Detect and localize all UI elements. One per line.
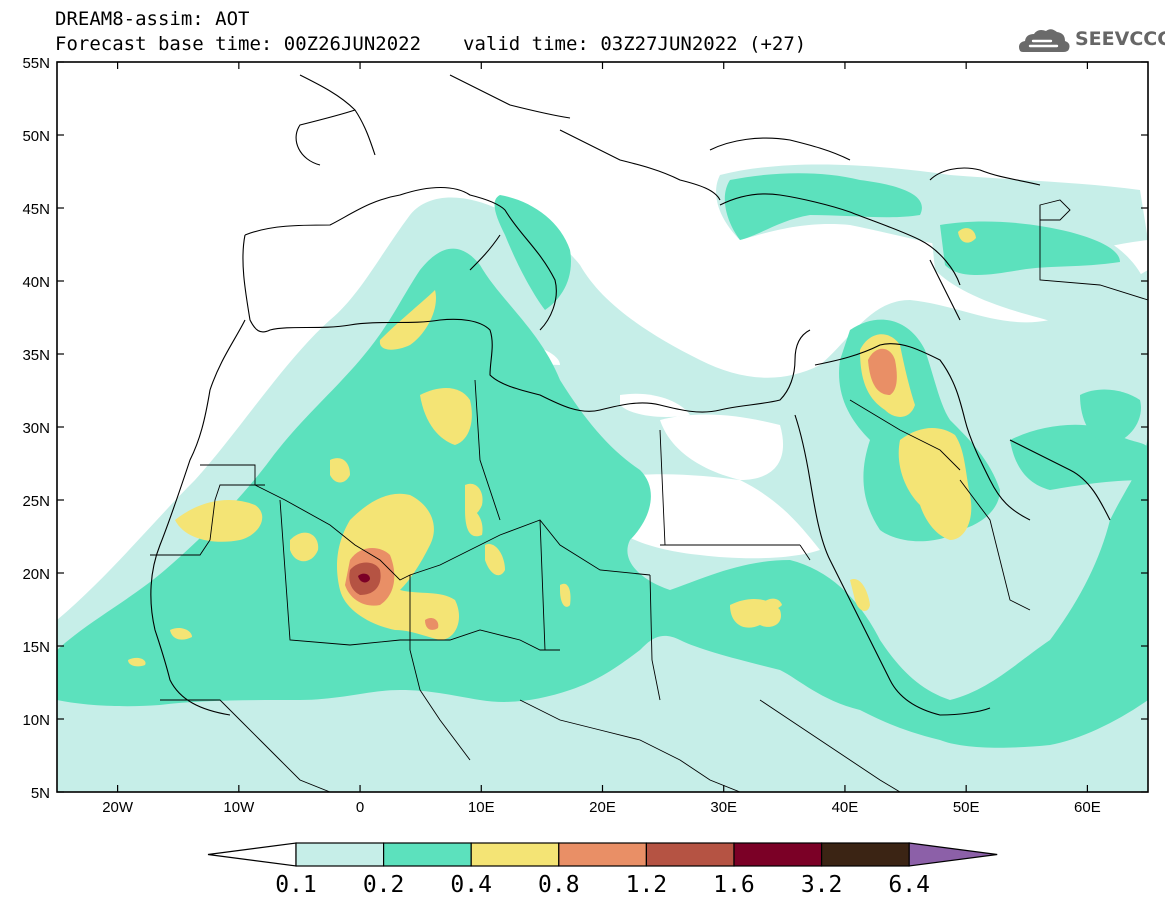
lon-label: 10W [223,799,255,816]
country-borders [150,199,1148,792]
colorbar-segment [820,842,910,867]
lat-label: 5N [31,785,50,802]
colorbar-segment [558,842,647,867]
lat-label: 40N [22,274,50,291]
colorbar-segment [383,842,472,867]
lat-label: 35N [22,347,50,364]
colorbar-segment [470,842,560,867]
lon-label: 40E [832,799,859,816]
aot-level-1-6 [358,573,370,583]
lon-label: 0 [356,799,364,816]
colorbar-segment [908,842,998,867]
colorbar-label: 0.1 [275,872,317,898]
lat-label: 10N [22,712,50,729]
colorbar-label: 6.4 [888,872,930,898]
colorbar-segment [645,842,735,867]
colorbar-label: 1.6 [713,872,755,898]
lon-label: 50E [953,799,980,816]
lon-label: 20W [102,799,134,816]
lon-label: 10E [468,799,495,816]
lat-label: 20N [22,566,50,583]
lat-label: 15N [22,639,50,656]
colorbar-label: 0.2 [362,872,405,898]
lon-label: 60E [1074,799,1101,816]
lat-label: 55N [22,55,50,72]
colorbar-label: 0.8 [538,872,580,898]
lat-label: 45N [22,201,50,218]
coastlines [150,74,1111,716]
time-info: Forecast base time: 00Z26JUN2022 valid ti… [55,33,806,55]
valid-time: valid time: 03Z27JUN2022 (+27) [463,33,807,55]
lon-label: 30E [710,799,737,816]
colorbar-segment [733,842,823,867]
colorbar-label: 1.2 [625,872,668,898]
lon-label: 20E [589,799,616,816]
cloud-icon [1019,29,1070,52]
colorbar-label: 0.4 [450,872,492,898]
latitude-axis: 55N 50N 45N 40N 35N 30N 25N 20N 15N 10N 5N [22,55,1148,802]
longitude-axis: 20W 10W 0 10E 20E 30E 40E 50E 60E [102,62,1101,816]
logo-text: SEEVCCC [1075,28,1165,50]
lat-label: 50N [22,128,50,145]
map-title: DREAM8-assim: AOT [55,8,250,30]
lat-label: 25N [22,493,50,510]
lat-label: 30N [22,420,50,437]
colorbar-segment [295,842,385,867]
base-time: Forecast base time: 00Z26JUN2022 [55,33,422,55]
colorbar-segment [207,842,297,867]
colorbar-label: 3.2 [800,872,843,898]
